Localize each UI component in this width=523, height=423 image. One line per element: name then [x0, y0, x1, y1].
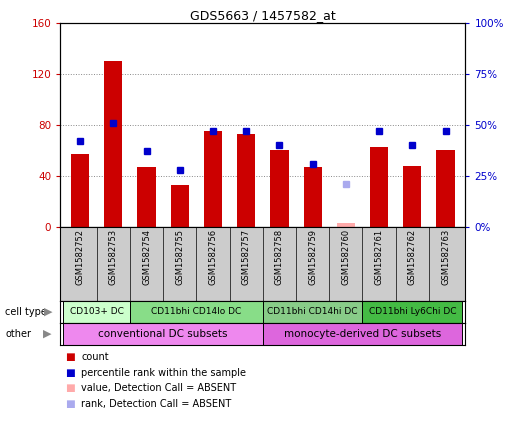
- Bar: [263, 301, 362, 323]
- Bar: [370, 147, 388, 227]
- Text: GSM1582760: GSM1582760: [342, 229, 350, 285]
- Text: GSM1582755: GSM1582755: [175, 229, 184, 285]
- Bar: [337, 223, 355, 227]
- Bar: [170, 185, 189, 227]
- Bar: [204, 132, 222, 227]
- Text: GSM1582756: GSM1582756: [209, 229, 218, 285]
- Text: percentile rank within the sample: percentile rank within the sample: [81, 368, 246, 378]
- Bar: [303, 167, 322, 227]
- Text: count: count: [81, 352, 109, 362]
- Bar: [63, 301, 130, 323]
- Text: CD11bhi CD14lo DC: CD11bhi CD14lo DC: [151, 307, 242, 316]
- Text: CD11bhi Ly6Chi DC: CD11bhi Ly6Chi DC: [369, 307, 456, 316]
- Bar: [130, 301, 263, 323]
- Bar: [403, 166, 422, 227]
- Text: other: other: [5, 329, 31, 339]
- Text: GSM1582753: GSM1582753: [109, 229, 118, 285]
- Bar: [270, 151, 289, 227]
- Bar: [71, 154, 89, 227]
- Title: GDS5663 / 1457582_at: GDS5663 / 1457582_at: [190, 9, 336, 22]
- Text: conventional DC subsets: conventional DC subsets: [98, 329, 228, 339]
- Bar: [263, 323, 462, 345]
- Text: ■: ■: [65, 352, 75, 362]
- Text: value, Detection Call = ABSENT: value, Detection Call = ABSENT: [81, 383, 236, 393]
- Text: GSM1582758: GSM1582758: [275, 229, 284, 285]
- Text: GSM1582757: GSM1582757: [242, 229, 251, 285]
- Text: GSM1582763: GSM1582763: [441, 229, 450, 285]
- Bar: [436, 151, 454, 227]
- Text: monocyte-derived DC subsets: monocyte-derived DC subsets: [284, 329, 441, 339]
- Text: GSM1582761: GSM1582761: [374, 229, 383, 285]
- Text: GSM1582754: GSM1582754: [142, 229, 151, 285]
- Text: ▶: ▶: [44, 307, 53, 317]
- Text: ■: ■: [65, 383, 75, 393]
- Bar: [138, 167, 156, 227]
- Text: GSM1582762: GSM1582762: [408, 229, 417, 285]
- Text: GSM1582752: GSM1582752: [76, 229, 85, 285]
- Text: GSM1582759: GSM1582759: [308, 229, 317, 285]
- Bar: [237, 134, 255, 227]
- Text: ■: ■: [65, 368, 75, 378]
- Text: rank, Detection Call = ABSENT: rank, Detection Call = ABSENT: [81, 399, 231, 409]
- Bar: [362, 301, 462, 323]
- Bar: [63, 323, 263, 345]
- Bar: [104, 61, 122, 227]
- Text: CD103+ DC: CD103+ DC: [70, 307, 123, 316]
- Text: ■: ■: [65, 399, 75, 409]
- Text: CD11bhi CD14hi DC: CD11bhi CD14hi DC: [267, 307, 358, 316]
- Text: cell type: cell type: [5, 307, 47, 317]
- Text: ▶: ▶: [43, 329, 52, 339]
